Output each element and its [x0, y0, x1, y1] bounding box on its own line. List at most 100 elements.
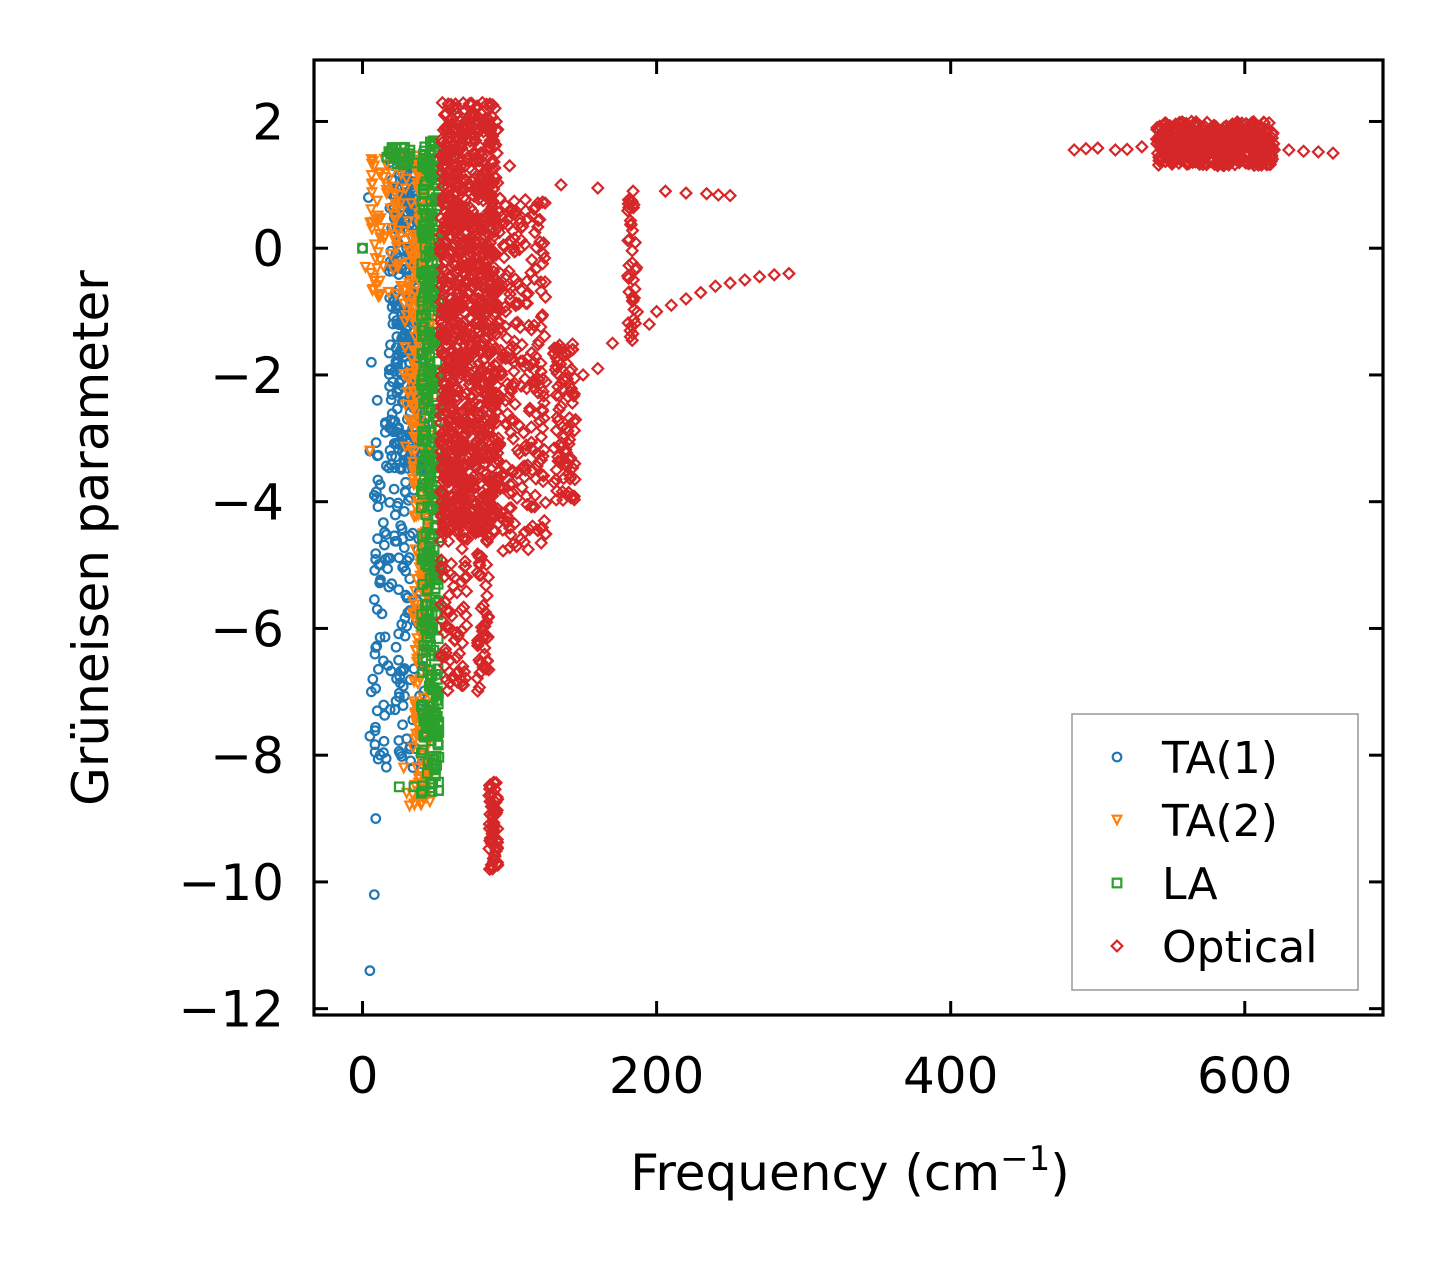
data-point — [499, 331, 514, 345]
data-point — [384, 444, 396, 456]
data-point — [679, 291, 693, 306]
data-point — [425, 202, 437, 214]
data-point — [441, 97, 456, 111]
data-point — [530, 219, 545, 234]
data-point — [537, 251, 552, 265]
data-point — [446, 456, 461, 470]
data-point — [372, 533, 383, 545]
data-point — [664, 298, 679, 313]
data-point — [534, 284, 549, 299]
data-point — [482, 269, 497, 284]
data-point — [442, 216, 457, 231]
data-point — [554, 376, 569, 391]
data-point — [475, 338, 490, 353]
data-point — [408, 708, 421, 721]
data-point — [450, 625, 464, 640]
data-point — [438, 522, 453, 537]
data-point — [435, 292, 450, 307]
data-point — [1160, 119, 1175, 134]
data-point — [480, 588, 494, 603]
data-point — [388, 210, 401, 223]
data-point — [425, 404, 437, 416]
data-point — [1159, 116, 1174, 131]
data-point — [565, 460, 580, 475]
series-optical — [433, 95, 1340, 877]
data-point — [377, 517, 389, 529]
data-point — [1249, 153, 1264, 168]
data-point — [390, 438, 402, 449]
data-point — [368, 239, 381, 252]
data-point — [441, 190, 456, 204]
data-point — [456, 209, 471, 224]
data-point — [525, 208, 540, 223]
data-point — [483, 100, 497, 115]
data-point — [388, 483, 400, 495]
data-point — [465, 111, 480, 126]
y-tick-label: −2 — [210, 347, 284, 405]
data-point — [379, 417, 391, 428]
data-point — [693, 285, 708, 300]
data-point — [402, 414, 415, 427]
data-point — [449, 650, 464, 665]
data-point — [407, 461, 420, 474]
data-point — [475, 630, 490, 645]
data-point — [450, 418, 464, 433]
data-point — [430, 289, 442, 301]
data-point — [357, 242, 368, 254]
data-point — [392, 497, 404, 509]
data-point — [538, 196, 553, 210]
legend-label: LA — [1162, 859, 1218, 910]
data-point — [433, 485, 448, 500]
data-point — [1174, 133, 1188, 147]
data-point — [442, 604, 457, 619]
data-point — [468, 303, 483, 318]
data-point — [509, 296, 524, 311]
data-point — [476, 523, 491, 538]
data-point — [549, 351, 564, 365]
data-point — [441, 534, 456, 549]
data-point — [494, 364, 508, 379]
data-point — [535, 307, 550, 322]
data-point — [372, 474, 384, 486]
data-point — [443, 496, 457, 511]
data-point — [374, 222, 387, 236]
data-point — [565, 337, 580, 351]
data-point — [1108, 143, 1123, 157]
data-point — [454, 212, 469, 227]
data-point — [364, 204, 378, 217]
data-point — [1258, 122, 1273, 137]
data-point — [428, 754, 440, 766]
data-point — [737, 272, 752, 287]
data-point — [625, 333, 640, 348]
data-point — [1120, 142, 1135, 157]
data-point — [510, 466, 524, 481]
data-point — [374, 255, 387, 268]
legend: TA(1) TA(2) LA Optical — [1071, 713, 1359, 991]
data-point — [374, 288, 387, 302]
data-point — [438, 139, 453, 154]
data-point — [1257, 128, 1272, 143]
data-point — [437, 464, 452, 479]
data-point — [396, 618, 408, 630]
data-point — [463, 412, 478, 427]
data-point — [462, 396, 477, 411]
data-point — [493, 367, 508, 382]
data-point — [419, 141, 431, 153]
data-point — [384, 380, 395, 392]
data-point — [536, 384, 550, 399]
data-point — [416, 195, 428, 207]
data-point — [491, 431, 506, 446]
data-point — [465, 204, 480, 218]
data-point — [493, 481, 507, 496]
data-point — [483, 122, 498, 136]
data-point — [504, 234, 519, 249]
data-point — [528, 349, 543, 364]
data-point — [451, 199, 466, 214]
data-point — [455, 388, 470, 403]
data-point — [447, 570, 462, 585]
data-point — [463, 419, 478, 434]
data-point — [364, 730, 376, 742]
data-point — [444, 359, 459, 374]
data-point — [490, 841, 505, 856]
